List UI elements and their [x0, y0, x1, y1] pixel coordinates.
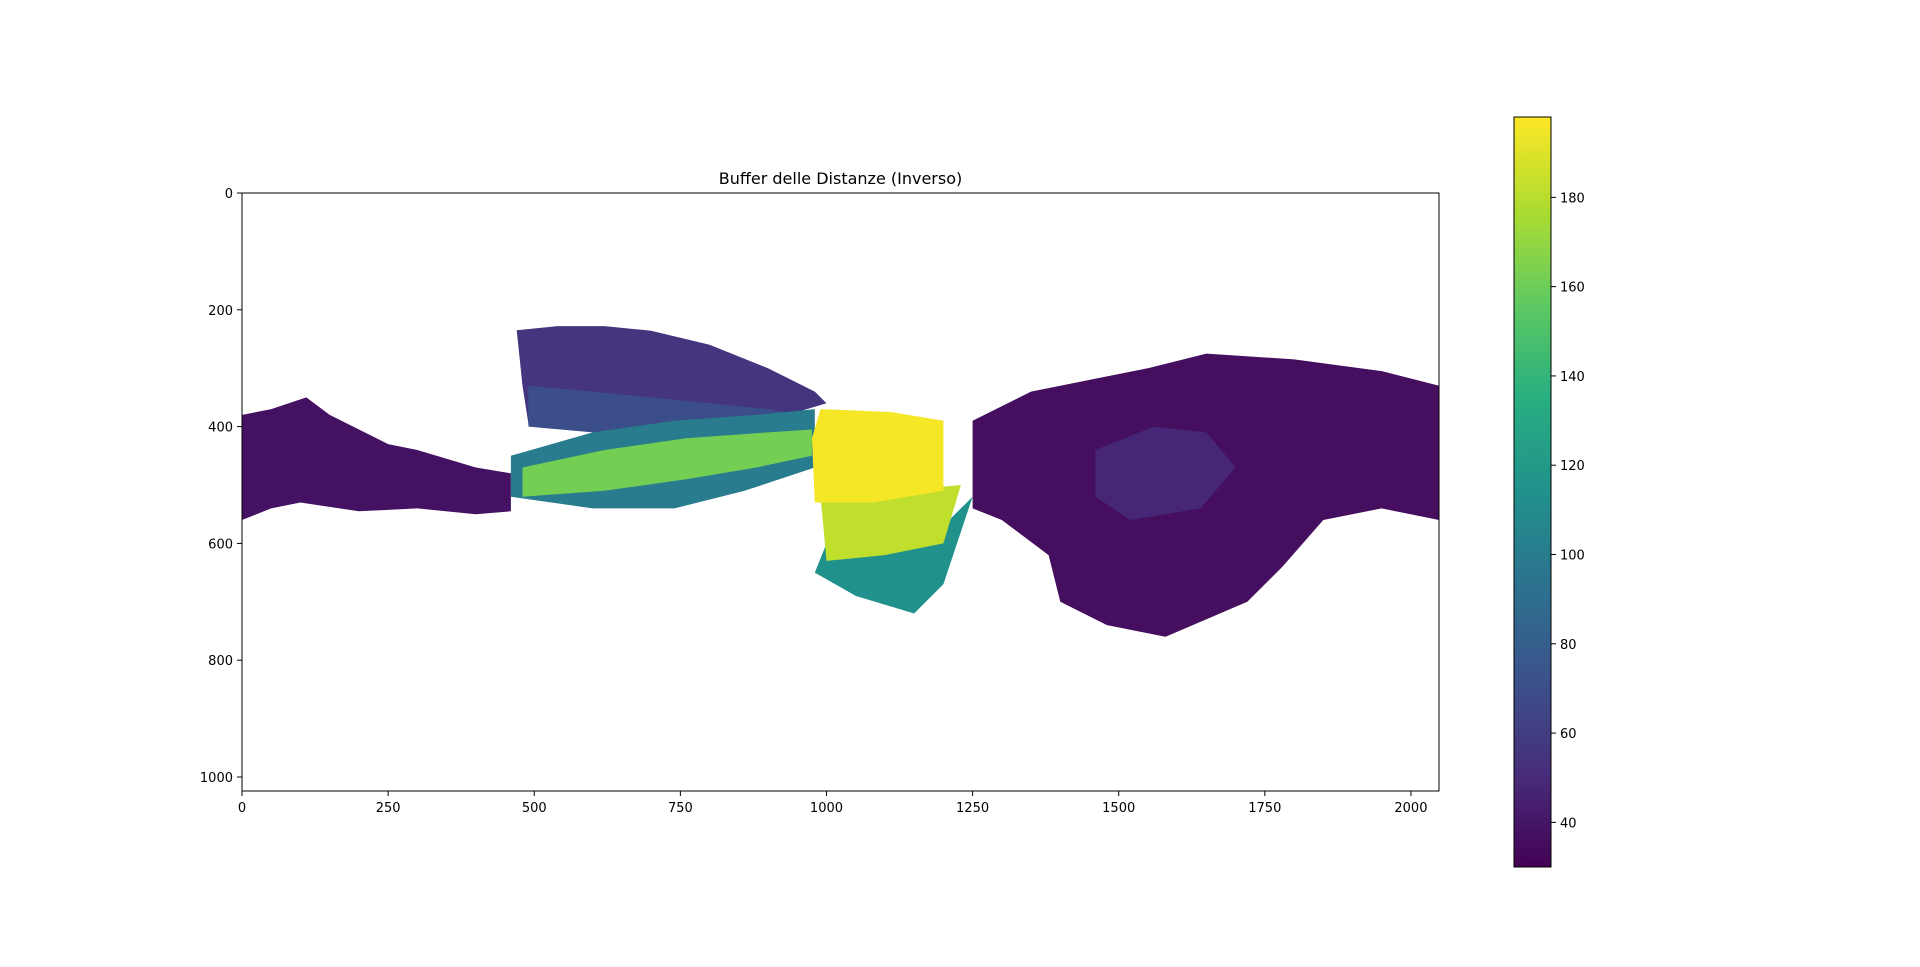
heatmap-region-center-yellow-lower: [820, 485, 961, 561]
x-tick-label: 250: [376, 801, 401, 816]
plot-area: [241, 192, 1440, 792]
x-axis: 0 250 500 750 1000 1250 1500 1750 2000: [238, 791, 1427, 816]
colorbar-tick-label: 100: [1560, 549, 1585, 564]
heatmap-region-diagonal-band-bright: [522, 429, 812, 497]
x-tick-label: 2000: [1394, 801, 1427, 816]
plot-frame: [241, 192, 1440, 792]
colorbar: 40 60 80 100 120 140 160 180: [1513, 116, 1585, 868]
colorbar-tick-label: 160: [1560, 281, 1585, 296]
y-tick-label: 600: [208, 537, 233, 552]
y-tick-label: 200: [208, 304, 233, 319]
heatmap-region-right-cluster-patch: [1095, 426, 1236, 520]
x-tick-label: 1750: [1248, 801, 1281, 816]
x-tick-label: 500: [522, 801, 547, 816]
x-tick-label: 750: [668, 801, 693, 816]
heatmap-region-left-strip: [242, 397, 511, 520]
y-tick-label: 400: [208, 421, 233, 436]
colorbar-tick-label: 60: [1560, 727, 1577, 742]
y-tick-label: 0: [225, 187, 233, 202]
y-tick-label: 1000: [200, 771, 233, 786]
y-axis: 0 200 400 600 800 1000: [200, 187, 242, 786]
y-tick-label: 800: [208, 654, 233, 669]
colorbar-tick-label: 180: [1560, 191, 1585, 206]
x-tick-label: 1000: [810, 801, 843, 816]
colorbar-tick-label: 40: [1560, 816, 1577, 831]
colorbar-tick-label: 80: [1560, 638, 1577, 653]
heatmap-region-center-yellow: [811, 409, 944, 503]
colorbar-ticks: 40 60 80 100 120 140 160 180: [1551, 191, 1585, 831]
x-tick-label: 0: [238, 801, 246, 816]
chart-title: Buffer delle Distanze (Inverso): [719, 169, 962, 188]
x-tick-label: 1500: [1102, 801, 1135, 816]
x-tick-label: 1250: [956, 801, 989, 816]
colorbar-gradient: [1513, 116, 1552, 868]
colorbar-tick-label: 120: [1560, 459, 1585, 474]
colorbar-tick-label: 140: [1560, 370, 1585, 385]
